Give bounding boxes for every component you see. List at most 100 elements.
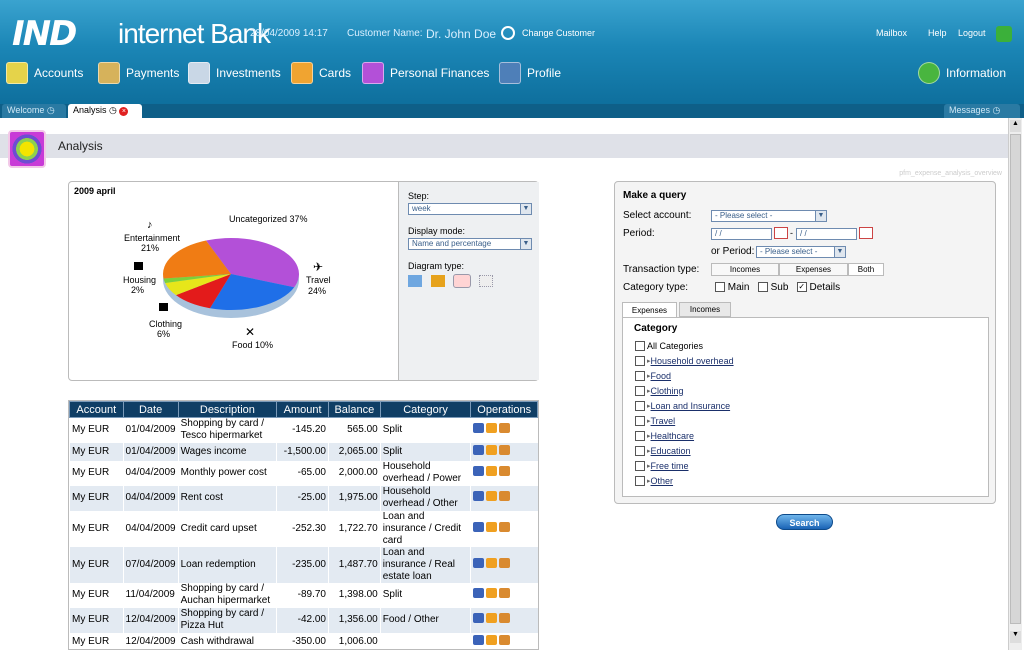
nav-accounts[interactable]: Accounts [6, 62, 83, 84]
expand-arrow-icon[interactable]: ▸ [647, 387, 651, 395]
expand-arrow-icon[interactable]: ▸ [647, 357, 651, 365]
split-icon[interactable] [499, 444, 511, 455]
table-row[interactable]: My EUR 12/04/2009 Shopping by card / Pizza… [69, 607, 538, 633]
category-checkbox[interactable] [635, 460, 645, 471]
sub-checkbox[interactable] [757, 282, 768, 293]
calendar-icon[interactable] [859, 227, 873, 239]
column-header-category[interactable]: Category [379, 401, 472, 418]
category-checkbox[interactable] [635, 370, 645, 381]
period-to-input[interactable]: / / [796, 228, 857, 240]
nav-personal-finances[interactable]: Personal Finances [362, 62, 489, 84]
category-item[interactable]: ▸ Travel [635, 413, 734, 428]
table-row[interactable]: My EUR 04/04/2009 Rent cost -25.00 1,975.00 H… [69, 485, 538, 511]
expand-arrow-icon[interactable]: ▸ [647, 462, 651, 470]
category-checkbox[interactable] [635, 355, 645, 366]
split-icon[interactable] [499, 423, 511, 434]
split-icon[interactable] [499, 557, 511, 568]
nav-cards[interactable]: Cards [291, 62, 351, 84]
category-item[interactable]: ▸ Household overhead [635, 353, 734, 368]
help-link[interactable]: Help [928, 28, 947, 38]
split-icon[interactable] [499, 613, 511, 623]
transaction-type-incomes[interactable]: Incomes [711, 263, 779, 276]
logout-link[interactable]: Logout [958, 28, 986, 38]
category-label[interactable]: Healthcare [650, 430, 695, 441]
nav-investments[interactable]: Investments [188, 62, 281, 84]
calendar-icon[interactable] [774, 227, 788, 239]
display-mode-select[interactable]: Name and percentage ▼ [408, 238, 532, 250]
edit-icon[interactable] [486, 634, 498, 645]
category-checkbox[interactable] [635, 400, 645, 411]
table-row[interactable]: My EUR 07/04/2009 Loan redemption -235.00 1,… [69, 546, 538, 583]
refresh-icon[interactable] [501, 26, 515, 40]
table-row[interactable]: My EUR 04/04/2009 Monthly power cost -65.00… [69, 460, 538, 486]
account-select[interactable]: - Please select - ▼ [711, 210, 827, 222]
category-item[interactable]: ▸ Education [635, 443, 734, 458]
mailbox-link[interactable]: Mailbox [876, 28, 908, 38]
view-icon[interactable] [473, 491, 485, 501]
scrollbar[interactable]: ▲ ▼ [1008, 118, 1022, 650]
view-icon[interactable] [473, 423, 485, 434]
edit-icon[interactable] [486, 423, 498, 434]
category-label[interactable]: Education [650, 445, 691, 456]
tab-incomes[interactable]: Incomes [679, 302, 731, 317]
category-label[interactable]: Loan and Insurance [650, 400, 731, 411]
table-row[interactable]: My EUR 12/04/2009 Cash withdrawal -350.00 1,… [69, 632, 538, 649]
category-checkbox[interactable] [635, 475, 645, 486]
view-icon[interactable] [473, 613, 485, 623]
category-label[interactable]: Household overhead [650, 355, 734, 366]
category-label[interactable]: Travel [650, 415, 676, 426]
category-item[interactable]: All Categories [635, 338, 734, 353]
category-checkbox[interactable] [635, 385, 645, 396]
category-item[interactable]: ▸ Food [635, 368, 734, 383]
edit-icon[interactable] [486, 444, 498, 455]
view-icon[interactable] [473, 557, 485, 568]
column-header-balance[interactable]: Balance [328, 401, 381, 418]
transaction-type-expenses[interactable]: Expenses [779, 263, 848, 276]
column-header-account[interactable]: Account [69, 401, 124, 418]
category-label[interactable]: Food [650, 370, 672, 381]
category-item[interactable]: ▸ Free time [635, 458, 734, 473]
edit-icon[interactable] [486, 521, 498, 532]
edit-icon[interactable] [486, 557, 498, 568]
table-row[interactable]: My EUR 01/04/2009 Shopping by card / Tesco… [69, 417, 538, 443]
expand-arrow-icon[interactable]: ▸ [647, 477, 651, 485]
area-chart-icon[interactable] [408, 275, 422, 287]
nav-information[interactable]: Information [918, 62, 1006, 84]
tab-messages[interactable]: Messages ◷ [944, 104, 1020, 118]
split-icon[interactable] [499, 588, 511, 598]
category-label[interactable]: Other [650, 475, 674, 486]
category-item[interactable]: ▸ Other [635, 473, 734, 488]
tab-expenses[interactable]: Expenses [622, 302, 677, 318]
category-item[interactable]: ▸ Healthcare [635, 428, 734, 443]
nav-profile[interactable]: Profile [499, 62, 561, 84]
view-icon[interactable] [473, 588, 485, 598]
category-label[interactable]: Clothing [650, 385, 684, 396]
expand-arrow-icon[interactable]: ▸ [647, 372, 651, 380]
close-tab-icon[interactable]: × [119, 107, 129, 116]
expand-arrow-icon[interactable]: ▸ [647, 432, 651, 440]
table-row[interactable]: My EUR 11/04/2009 Shopping by card / Aucha… [69, 582, 538, 608]
view-icon[interactable] [473, 634, 485, 645]
edit-icon[interactable] [486, 491, 498, 501]
scatter-chart-icon[interactable] [479, 275, 493, 287]
transaction-type-both[interactable]: Both [848, 263, 884, 276]
expand-arrow-icon[interactable]: ▸ [647, 447, 651, 455]
scroll-down-arrow-icon[interactable]: ▼ [1010, 631, 1021, 643]
category-checkbox[interactable] [635, 445, 645, 456]
category-item[interactable]: ▸ Clothing [635, 383, 734, 398]
nav-payments[interactable]: Payments [98, 62, 179, 84]
edit-icon[interactable] [486, 588, 498, 598]
split-icon[interactable] [499, 466, 511, 476]
column-header-amount[interactable]: Amount [276, 401, 329, 418]
view-icon[interactable] [473, 521, 485, 532]
column-header-operations[interactable]: Operations [470, 401, 538, 418]
split-icon[interactable] [499, 491, 511, 501]
bar-chart-icon[interactable] [431, 275, 445, 287]
category-checkbox[interactable] [635, 415, 645, 426]
category-label[interactable]: Free time [650, 460, 689, 471]
details-checkbox[interactable]: ✓ [796, 282, 807, 293]
expand-arrow-icon[interactable]: ▸ [647, 402, 651, 410]
main-checkbox[interactable] [715, 282, 725, 293]
column-header-date[interactable]: Date [122, 401, 179, 418]
search-button[interactable]: Search [776, 514, 833, 530]
